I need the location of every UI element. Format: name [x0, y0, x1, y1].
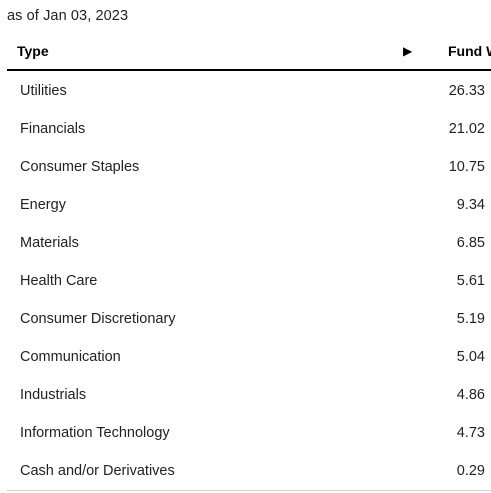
table-row: Consumer Discretionary 5.19	[7, 299, 491, 337]
sector-name: Information Technology	[20, 425, 170, 441]
sector-name: Health Care	[20, 273, 98, 289]
fund-weight-value: 4.86	[456, 387, 485, 403]
fund-weight-value: 5.61	[456, 273, 485, 289]
table-row: Cash and/or Derivatives 0.29	[7, 451, 491, 489]
sector-name: Energy	[20, 197, 66, 213]
sector-table: Type ▶ Fund Weight (%) Utilities 26.33 F…	[7, 36, 491, 491]
fund-weight-value: 5.04	[456, 349, 485, 365]
sector-name: Industrials	[20, 387, 87, 403]
sector-name: Consumer Discretionary	[20, 311, 176, 327]
fund-weight-value: 4.73	[456, 425, 485, 441]
table-row: Consumer Staples 10.75	[7, 147, 491, 185]
table-row: Industrials 4.86	[7, 375, 491, 413]
fund-weight-value: 26.33	[448, 83, 485, 99]
column-header-type[interactable]: Type	[17, 43, 49, 59]
table-bottom-divider	[7, 490, 491, 491]
fund-weight-value: 6.85	[456, 235, 485, 251]
table-body: Utilities 26.33 Financials 21.02 Consume…	[7, 71, 491, 489]
table-row: Materials 6.85	[7, 223, 491, 261]
sector-name: Communication	[20, 349, 121, 365]
sector-name: Financials	[20, 121, 86, 137]
sort-arrow-icon[interactable]: ▶	[403, 44, 413, 58]
sector-name: Utilities	[20, 83, 67, 99]
column-header-fund-weight[interactable]: Fund Weight (%)	[448, 43, 491, 59]
table-row: Utilities 26.33	[7, 71, 491, 109]
table-row: Health Care 5.61	[7, 261, 491, 299]
sector-name: Cash and/or Derivatives	[20, 463, 175, 479]
fund-weight-value: 21.02	[448, 121, 485, 137]
as-of-date: as of Jan 03, 2023	[7, 8, 129, 24]
fund-weight-value: 9.34	[456, 197, 485, 213]
table-row: Energy 9.34	[7, 185, 491, 223]
fund-weight-value: 10.75	[448, 159, 485, 175]
fund-weight-value: 5.19	[456, 311, 485, 327]
fund-weight-value: 0.29	[456, 463, 485, 479]
table-header: Type ▶ Fund Weight (%)	[7, 36, 491, 71]
sector-name: Materials	[20, 235, 79, 251]
table-row: Communication 5.04	[7, 337, 491, 375]
table-row: Information Technology 4.73	[7, 413, 491, 451]
table-row: Financials 21.02	[7, 109, 491, 147]
sector-name: Consumer Staples	[20, 159, 140, 175]
